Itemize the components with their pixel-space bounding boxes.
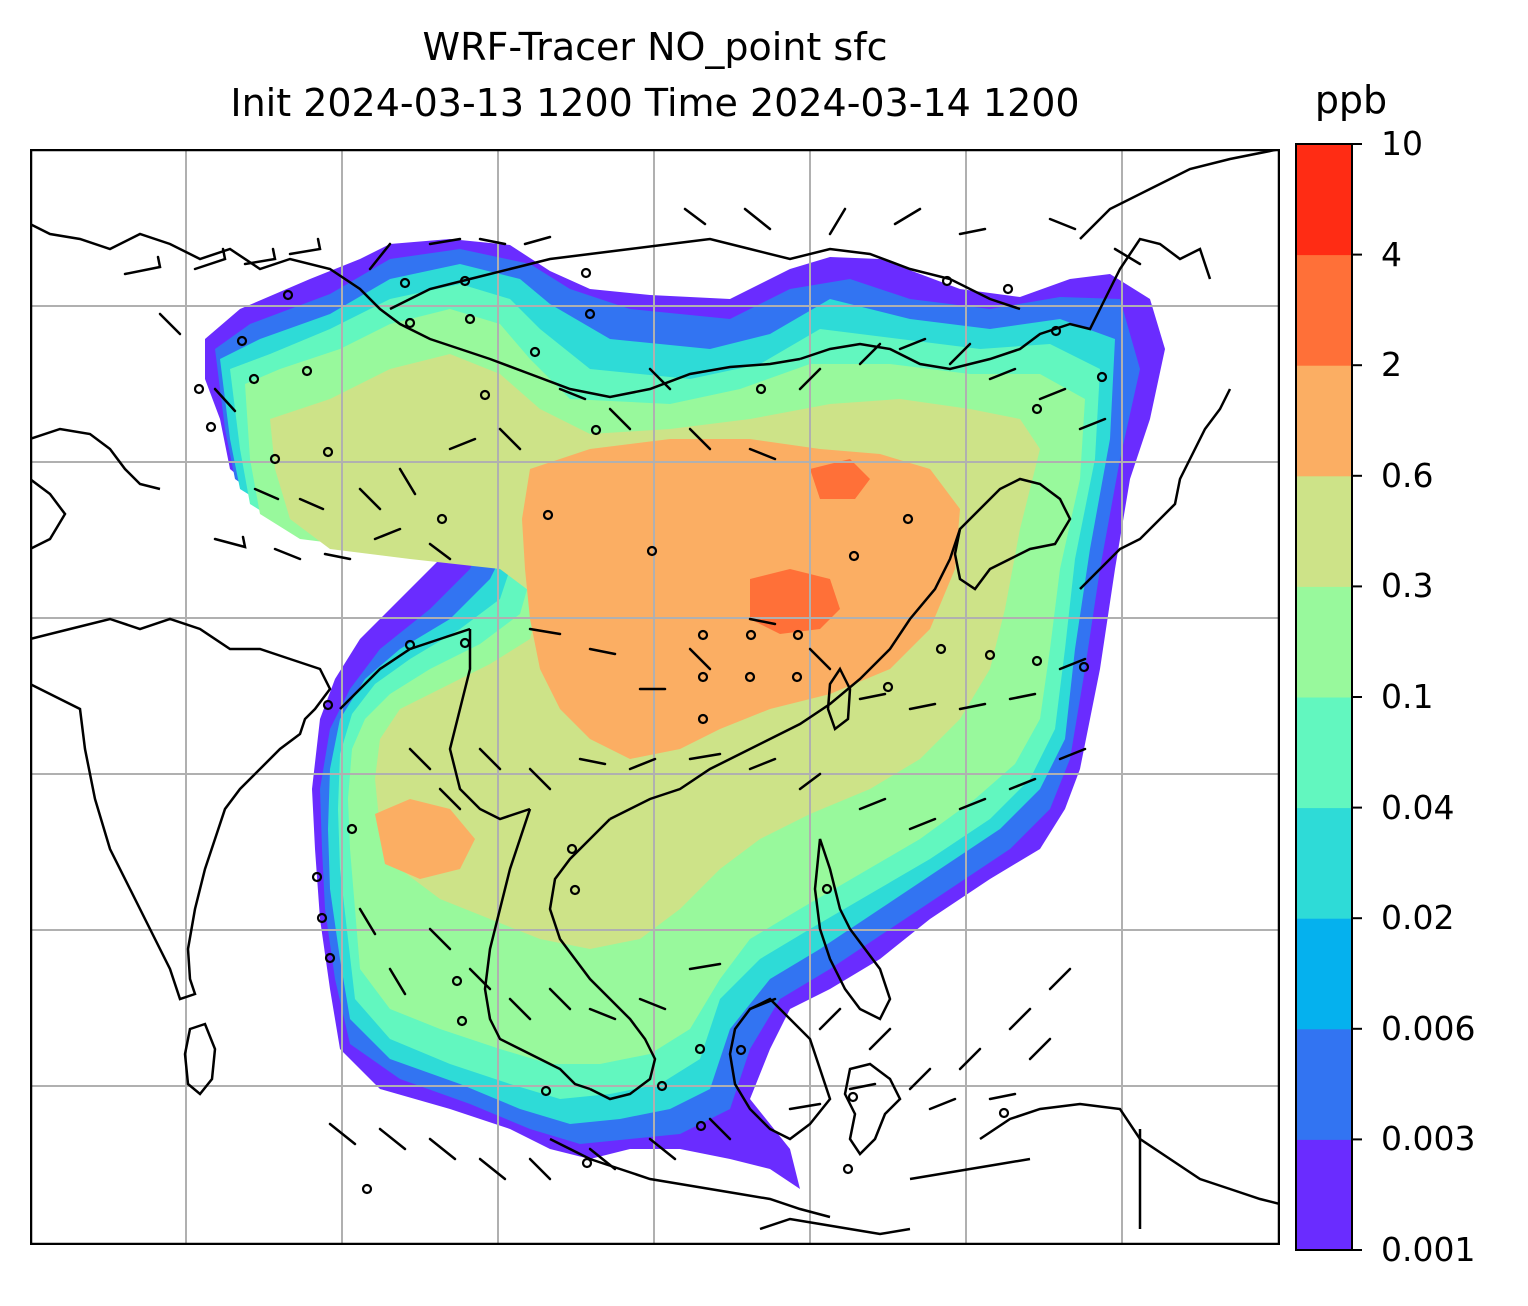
- map-frame: [30, 149, 1280, 1245]
- colorbar-unit: ppb: [1314, 78, 1388, 122]
- colorbar-swatch: [1296, 475, 1352, 587]
- colorbar-swatch: [1296, 918, 1352, 1030]
- colorbar-swatch: [1296, 365, 1352, 477]
- field-level-6b: [375, 799, 475, 879]
- map-title-line-1: WRF-Tracer NO_point sfc: [422, 25, 888, 69]
- colorbar-swatch: [1296, 1139, 1352, 1251]
- colorbar-tick-label: 0.001: [1381, 1230, 1476, 1269]
- field-level-7b: [810, 459, 870, 499]
- colorbar-swatch: [1296, 254, 1352, 366]
- colorbar: [1295, 143, 1362, 1251]
- calm-markers: [193, 267, 1108, 1195]
- colorbar-tick-label: 0.02: [1381, 898, 1455, 938]
- colorbar-tick-label: 4: [1381, 234, 1402, 274]
- map-title-line-2: Init 2024-03-13 1200 Time 2024-03-14 120…: [230, 81, 1080, 125]
- colorbar-tick-label: 0.6: [1381, 455, 1434, 495]
- colorbar-tick-label: 0.003: [1381, 1119, 1476, 1159]
- colorbar-tick-label: 2: [1381, 345, 1402, 385]
- colorbar-tick-label: 0.04: [1381, 787, 1455, 827]
- gridlines: [30, 149, 1280, 1245]
- colorbar-tick-label: 0.3: [1381, 566, 1434, 606]
- field-level-6: [522, 439, 960, 759]
- colorbar-tick-label: 0.006: [1381, 1008, 1476, 1048]
- wind-barbs: [123, 207, 1142, 1181]
- colorbar-swatch: [1296, 586, 1352, 698]
- colorbar-swatch: [1296, 1028, 1352, 1140]
- colorbar-swatch: [1296, 144, 1352, 256]
- colorbar-tick-label: 0.1: [1381, 677, 1434, 716]
- tracer-map: [30, 149, 1280, 1245]
- coastlines: [30, 149, 1280, 1236]
- colorbar-swatch: [1296, 807, 1352, 919]
- colorbar-swatch: [1296, 697, 1352, 809]
- colorbar-tick-label: 10: [1381, 124, 1423, 163]
- tracer-field: [205, 239, 1165, 1189]
